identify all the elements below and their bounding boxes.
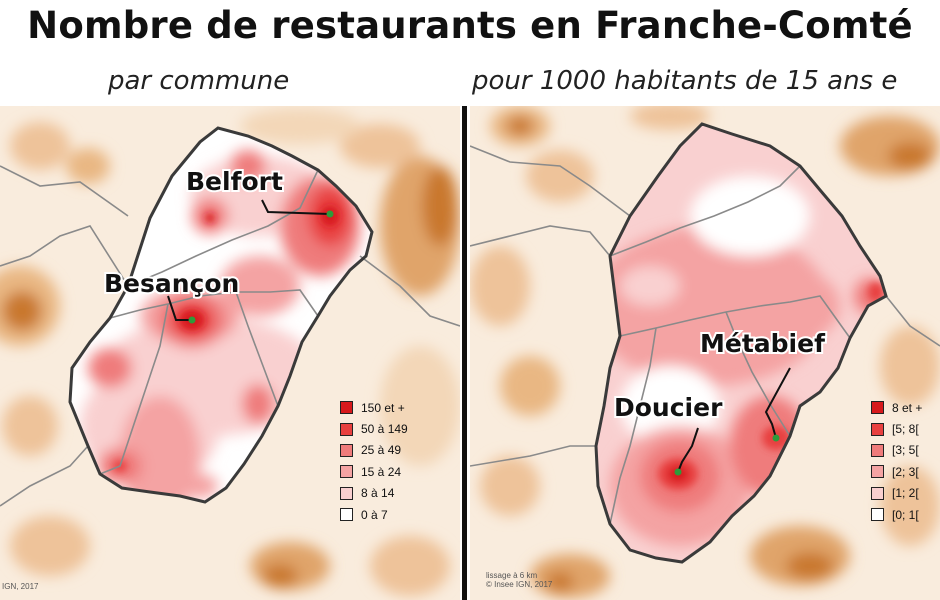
- legend-swatch: [340, 486, 353, 500]
- legend-item: [3; 5[: [871, 440, 922, 461]
- legend-swatch: [340, 422, 353, 436]
- city-label-doucier: Doucier: [614, 393, 723, 422]
- legend-label: [3; 5[: [892, 443, 919, 458]
- legend-label: [1; 2[: [892, 486, 919, 501]
- legend-swatch: [871, 508, 884, 522]
- left-map-outside-density: [0, 108, 460, 596]
- legend-item: 8 à 14: [340, 483, 408, 504]
- legend-swatch: [340, 508, 353, 522]
- legend-label: [0; 1[: [892, 507, 919, 522]
- legend-item: 50 à 149: [340, 418, 408, 439]
- legend-swatch: [340, 465, 353, 479]
- right-map-credit: lissage à 6 km © Insee IGN, 2017: [486, 571, 552, 589]
- legend-swatch: [340, 401, 353, 415]
- legend-swatch: [871, 486, 884, 500]
- legend-item: [0; 1[: [871, 504, 922, 525]
- left-map-panel: Belfort Besançon IGN, 2017: [0, 106, 460, 600]
- legend-item: 8 et +: [871, 397, 922, 418]
- left-map-credit: IGN, 2017: [2, 582, 39, 591]
- right-map-legend: 8 et + [5; 8[ [3; 5[ [2; 3[ [1; 2[ [0; 1[: [871, 397, 922, 525]
- right-map: Métabief Doucier: [470, 106, 940, 600]
- left-map-legend: 150 et + 50 à 149 25 à 49 15 à 24 8 à 14 0 à …: [340, 397, 408, 525]
- right-map-credit-line2: © Insee IGN, 2017: [486, 580, 553, 589]
- city-label-belfort: Belfort: [186, 167, 283, 196]
- city-label-besancon: Besançon: [104, 269, 239, 298]
- city-marker-belfort: Belfort: [184, 165, 334, 218]
- legend-label: 150 et +: [361, 400, 405, 415]
- legend-label: 8 à 14: [361, 486, 395, 501]
- legend-label: 15 à 24: [361, 464, 402, 479]
- right-map-credit-line1: lissage à 6 km: [486, 571, 538, 580]
- right-map-subtitle: pour 1000 habitants de 15 ans e: [472, 66, 898, 96]
- legend-swatch: [871, 465, 884, 479]
- legend-label: 50 à 149: [361, 422, 408, 437]
- legend-item: 25 à 49: [340, 440, 408, 461]
- legend-item: 150 et +: [340, 397, 408, 418]
- legend-label: [2; 3[: [892, 464, 919, 479]
- legend-item: [5; 8[: [871, 418, 922, 439]
- legend-swatch: [871, 401, 884, 415]
- city-marker-doucier: Doucier: [612, 391, 725, 476]
- legend-item: [1; 2[: [871, 483, 922, 504]
- legend-item: [2; 3[: [871, 461, 922, 482]
- left-map-subtitle: par commune: [108, 66, 290, 96]
- city-marker-metabief: Métabief: [698, 327, 828, 442]
- right-map-region-border: [594, 122, 888, 564]
- city-marker-besancon: Besançon: [102, 267, 241, 324]
- left-map-department-borders: [0, 165, 460, 507]
- legend-label: [5; 8[: [892, 422, 919, 437]
- left-map-region-border: [68, 126, 374, 504]
- right-map-outside-density: [470, 106, 940, 598]
- map-divider: [462, 106, 467, 600]
- city-label-metabief: Métabief: [700, 329, 826, 358]
- legend-item: 0 à 7: [340, 504, 408, 525]
- page-title: Nombre de restaurants en Franche-Comté: [27, 4, 913, 47]
- legend-swatch: [871, 443, 884, 457]
- legend-item: 15 à 24: [340, 461, 408, 482]
- legend-swatch: [871, 422, 884, 436]
- legend-swatch: [340, 443, 353, 457]
- left-map: Belfort Besançon: [0, 106, 460, 600]
- legend-label: 8 et +: [892, 400, 923, 415]
- right-map-department-borders: [470, 145, 940, 525]
- legend-label: 0 à 7: [361, 507, 388, 522]
- legend-label: 25 à 49: [361, 443, 402, 458]
- right-map-panel: Métabief Doucier lissage à 6 km © Insee …: [470, 106, 940, 600]
